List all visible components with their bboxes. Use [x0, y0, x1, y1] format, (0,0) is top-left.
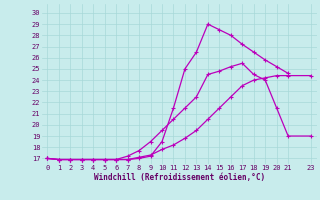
X-axis label: Windchill (Refroidissement éolien,°C): Windchill (Refroidissement éolien,°C) — [94, 173, 265, 182]
